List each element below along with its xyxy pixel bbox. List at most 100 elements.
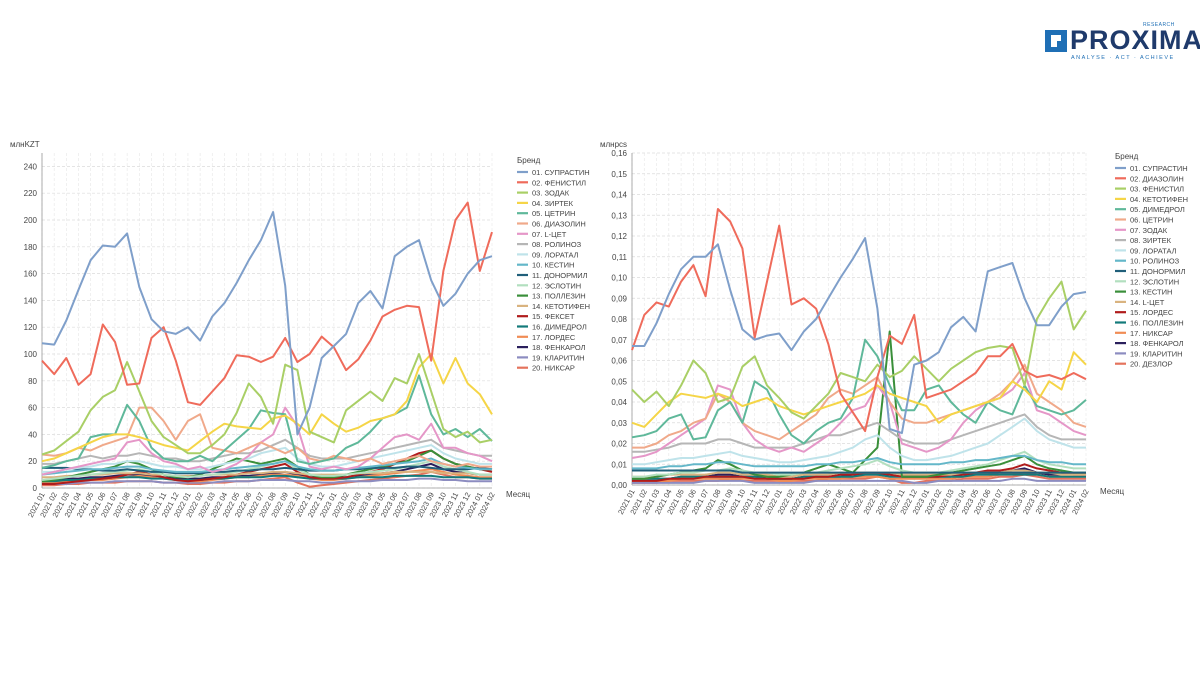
series-line (631, 351, 1087, 428)
series-line (41, 406, 492, 468)
y-tick-label: 0,02 (611, 440, 627, 449)
y-tick-label: 180 (24, 243, 38, 252)
legend-entry: 06. ДИАЗОЛИН (532, 220, 586, 229)
y-tick-label: 0,13 (611, 211, 627, 220)
y-tick-label: 140 (24, 296, 38, 305)
legend-entry: 01. СУПРАСТИН (1130, 164, 1188, 173)
series-line (41, 457, 492, 476)
y-tick-label: 0,12 (611, 232, 627, 241)
legend-entry: 03. ФЕНИСТИЛ (1130, 185, 1184, 194)
series-line (632, 454, 1086, 470)
legend-entry: 17. ЛОРДЕС (532, 333, 576, 342)
legend-entry: 06. ЦЕТРИН (1130, 216, 1173, 225)
legend-entry: 09. ЛОРАТАЛ (1130, 246, 1177, 255)
legend-entry: 12. ЭСЛОТИН (1130, 277, 1179, 286)
y-tick-label: 0,08 (611, 315, 627, 324)
legend-entry: 20. ДЕЗЛОР (1130, 360, 1173, 369)
series-line (632, 469, 1086, 474)
legend-entry: 16. ПОЛЛЕЗИН (1130, 319, 1184, 328)
legend-entry: 15. ЛОРДЕС (1130, 308, 1174, 317)
y-tick-label: 0,04 (611, 398, 627, 407)
line-chart-units: млнрсs 0,00 0,01 0,02 0,03 0,04 0,05 0,06 0,07 0,… (600, 138, 1198, 528)
y-axis-label: млнKZT (10, 140, 40, 149)
series-line (42, 444, 492, 473)
legend-entry: 14. КЕТОТИФЕН (532, 302, 590, 311)
legend-entry: 07. L-ЦЕТ (532, 230, 567, 239)
legend-entry: 16. ДИМЕДРОЛ (532, 323, 587, 332)
series-line (41, 211, 493, 436)
series-line (632, 413, 1086, 453)
y-tick-label: 0,16 (611, 149, 627, 158)
y-tick-label: 0,06 (611, 357, 627, 366)
series-line (632, 363, 1087, 449)
y-tick-label: 0 (33, 484, 38, 493)
legend-entry: 13. ПОЛЛЕЗИН (532, 292, 586, 301)
series-line (631, 208, 1087, 433)
legend-entry: 02. ДИАЗОЛИН (1130, 174, 1184, 183)
y-tick-label: 100 (24, 350, 38, 359)
series-line (42, 470, 492, 479)
legend-entry: 02. ФЕНИСТИЛ (532, 178, 586, 187)
series-line (632, 330, 1086, 480)
legend-title: Бренд (1115, 152, 1139, 161)
legend-entry: 17. НИКСАР (1130, 329, 1173, 338)
legend-entry: 14. L-ЦЕТ (1130, 298, 1165, 307)
legend-entry: 01. СУПРАСТИН (532, 168, 590, 177)
series-line (631, 338, 1087, 445)
legend-entry: 11. ДОНОРМИЛ (1130, 267, 1186, 276)
series-line (631, 280, 1087, 420)
legend-entry: 13. КЕСТИН (1130, 288, 1172, 297)
series-line (41, 201, 493, 406)
series-line (42, 468, 492, 484)
y-tick-label: 0,01 (611, 460, 627, 469)
y-tick-label: 240 (24, 162, 38, 171)
series-line (41, 353, 493, 456)
logo-word: PROXIMA (1070, 25, 1200, 55)
logo-research: RESEARCH (1143, 22, 1175, 28)
legend-entry: 10. РОЛИНОЗ (1130, 257, 1180, 266)
legend-entry: 10. КЕСТИН (532, 261, 574, 270)
y-tick-label: 60 (28, 404, 37, 413)
legend-entry: 19. КЛАРИТИН (532, 353, 585, 362)
legend-entry: 20. НИКСАР (532, 364, 575, 373)
legend-entry: 04. КЕТОТИФЕН (1130, 195, 1188, 204)
series-line (42, 477, 492, 485)
series-line (42, 465, 493, 475)
proxima-logo: PROXIMA RESEARCH ANALYSE · ACT · ACHIEVE (1045, 22, 1200, 70)
legend-entry: 18. ФЕНКАРОЛ (532, 343, 586, 352)
logo-tagline: ANALYSE · ACT · ACHIEVE (1071, 55, 1175, 61)
legend-entry: 05. ДИМЕДРОЛ (1130, 205, 1185, 214)
legend-entry: 08. РОЛИНОЗ (532, 240, 582, 249)
line-chart-units-svg: млнрсs 0,00 0,01 0,02 0,03 0,04 0,05 0,06 0,07 0,… (600, 140, 1188, 516)
y-tick-label: 200 (24, 216, 38, 225)
legend-entry: 19. КЛАРИТИН (1130, 349, 1183, 358)
legend-entry: 18. ФЕНКАРОЛ (1130, 339, 1184, 348)
legend-title: Бренд (517, 156, 541, 165)
y-tick-label: 0,14 (611, 191, 627, 200)
legend-entry: 15. ФЕКСЕТ (532, 312, 575, 321)
y-tick-label: 80 (28, 377, 37, 386)
y-tick-label: 0,09 (611, 294, 627, 303)
y-tick-label: 0,11 (612, 253, 628, 262)
series-line (632, 237, 1087, 435)
y-tick-label: 20 (28, 457, 37, 466)
x-axis-label: Месяц (506, 490, 531, 499)
y-axis-label: млнрсs (600, 140, 627, 149)
line-chart-kzt: млнKZT 0 20 40 60 80 100 120 140 160 180 200 220 240 2… (0, 138, 592, 528)
y-tick-label: 0,15 (611, 170, 627, 179)
series-line (41, 406, 493, 476)
series-line (632, 477, 1086, 484)
legend-entry: 12. ЭСЛОТИН (532, 281, 581, 290)
y-tick-label: 40 (28, 430, 37, 439)
y-tick-label: 0,05 (611, 377, 627, 386)
y-tick-label: 120 (24, 323, 38, 332)
legend-entry: 09. ЛОРАТАЛ (532, 250, 579, 259)
y-tick-label: 0,00 (611, 481, 627, 490)
y-tick-label: 160 (24, 270, 38, 279)
y-tick-label: 0,07 (611, 336, 627, 345)
y-tick-label: 220 (24, 189, 38, 198)
series-line (41, 353, 493, 463)
legend-entry: 11. ДОНОРМИЛ (532, 271, 588, 280)
y-tick-label: 0,03 (611, 419, 627, 428)
legend-entry: 05. ЦЕТРИН (532, 209, 575, 218)
